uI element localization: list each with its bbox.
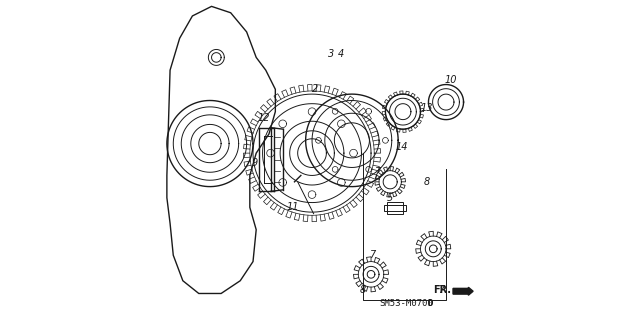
Text: 13: 13	[420, 103, 433, 114]
Text: 8: 8	[360, 285, 366, 295]
Text: SM53-M0700: SM53-M0700	[380, 299, 433, 308]
Text: 10: 10	[445, 75, 457, 85]
Text: 5: 5	[387, 193, 394, 203]
Text: 7: 7	[438, 285, 444, 295]
Text: 9: 9	[252, 158, 258, 168]
Text: FR.: FR.	[433, 285, 451, 295]
Text: 8: 8	[424, 177, 430, 187]
Text: 2: 2	[312, 84, 318, 94]
Text: 7: 7	[374, 167, 381, 177]
Text: 7: 7	[369, 250, 375, 260]
FancyArrow shape	[453, 287, 473, 295]
Text: 4: 4	[338, 49, 344, 59]
Text: 12: 12	[258, 113, 271, 123]
Text: D: D	[428, 299, 433, 308]
Bar	[387, 202, 403, 214]
Text: 11: 11	[287, 202, 299, 212]
Text: 14: 14	[395, 142, 408, 152]
Text: 3: 3	[328, 49, 334, 59]
Bar	[384, 205, 406, 211]
